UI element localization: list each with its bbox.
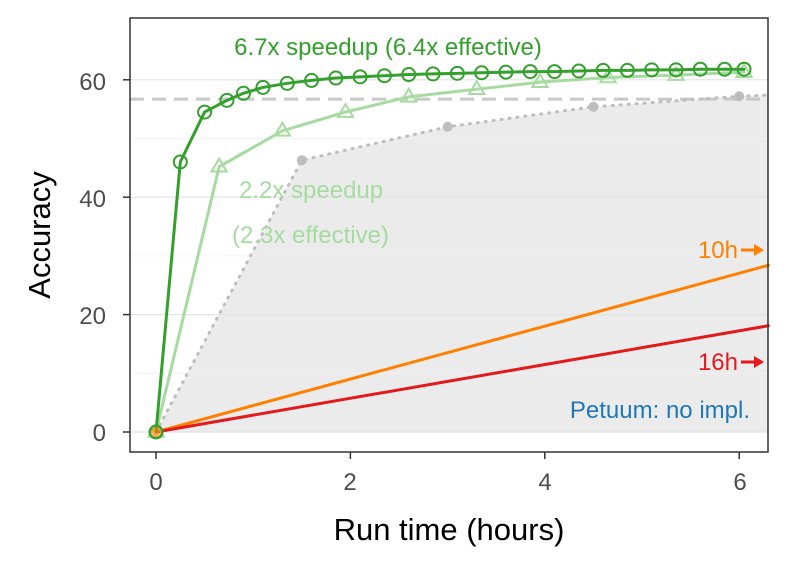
data-point [449,65,465,81]
series-line-green_dark [154,67,746,434]
x-tick-label: 4 [538,469,551,496]
series-line-grey_dotted [154,93,770,434]
data-point [235,85,251,101]
annotation-speedup-dark: 6.7x speedup (6.4x effective) [234,34,542,61]
data-point [399,86,419,103]
data-point [571,63,587,79]
data-point [401,67,417,83]
x-tick-label: 2 [343,469,356,496]
data-point [717,61,733,77]
data-point [734,91,745,102]
y-axis-title: Accuracy [22,171,57,299]
data-point [273,120,292,137]
data-point [498,64,514,80]
data-point [595,62,611,78]
data-point [255,79,271,95]
data-point [692,61,708,77]
data-point [522,64,538,80]
data-point [425,66,441,82]
y-tick-label: 60 [79,69,106,96]
origin-point [149,425,163,439]
annotation-petuum: Petuum: no impl. [570,397,750,424]
data-point [530,72,550,88]
plot-border [129,17,769,453]
data-point [219,92,235,108]
data-point [666,65,686,81]
data-point [336,102,355,118]
data-point [467,79,487,95]
y-tick-label: 20 [79,303,106,330]
series-line-red [154,324,770,434]
data-point [172,154,188,170]
data-point [197,104,213,120]
data-point [442,121,453,132]
annotation-speedup-light: 2.2x speedup [239,177,383,204]
gridlines [130,79,768,433]
data-point [588,101,599,112]
axes [123,79,740,459]
data-point [736,61,752,77]
data-point [474,65,490,81]
data-point [352,69,368,85]
data-point [619,62,635,78]
x-axis-title: Run time (hours) [334,512,565,547]
data-point [644,62,660,78]
x-tick-label: 0 [149,469,162,496]
data-point [328,70,344,86]
annotation-speedup-light-effective: (2.3x effective) [232,222,389,249]
data-point [668,62,684,78]
arrow-16h-icon [741,356,764,368]
data-point [547,64,563,80]
data-point [279,75,295,91]
data-point [304,72,320,88]
annotation-10h: 10h [698,237,738,264]
series-layer [146,61,770,440]
series-line-orange [154,263,770,434]
annotation-16h: 16h [698,349,738,376]
data-point [296,155,307,166]
arrow-10h-icon [741,244,764,256]
x-tick-label: 6 [733,469,746,496]
shaded-region [156,95,769,432]
y-tick-label: 0 [93,420,106,447]
data-point [209,156,229,173]
data-point [376,68,392,84]
series-line-green_light [154,70,746,434]
y-tick-label: 40 [79,186,106,213]
